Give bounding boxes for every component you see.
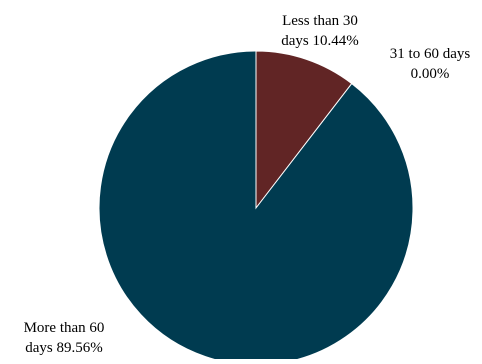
slice-label-line: More than 60 <box>24 320 105 336</box>
slice-label-2: 31 to 60 days 0.00% <box>390 46 471 82</box>
pie-labels: Less than 30 days 10.44% 31 to 60 days 0.00… <box>24 13 471 356</box>
pie-slice-3 <box>98 50 414 364</box>
slice-label-line: 0.00% <box>411 66 450 82</box>
slice-label-1: Less than 30 days 10.44% <box>281 13 359 49</box>
slice-label-line: Less than 30 <box>282 13 358 29</box>
slice-label-line: days 10.44% <box>281 33 359 49</box>
slice-label-line: days 89.56% <box>25 340 103 356</box>
pie-slice-1 <box>255 50 353 210</box>
slice-label-line: 31 to 60 days <box>390 46 471 62</box>
slice-label-3: More than 60 days 89.56% <box>24 320 105 356</box>
pie-slices <box>98 50 414 364</box>
